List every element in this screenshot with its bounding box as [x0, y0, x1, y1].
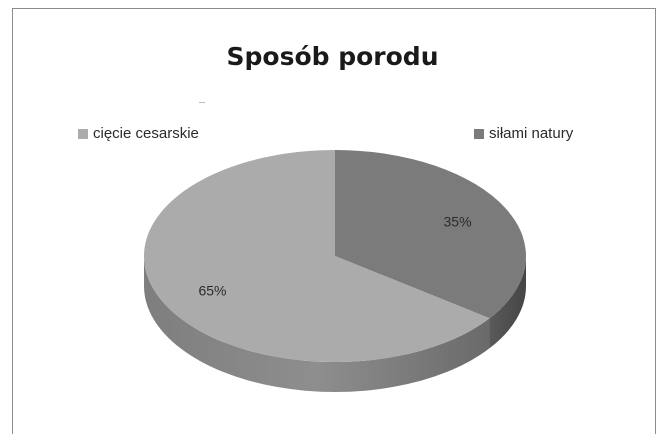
- data-label-natural: 35%: [444, 213, 472, 229]
- pie-slice-cesarean: [143, 150, 490, 363]
- legend-label-natural: siłami natury: [489, 125, 574, 142]
- legend-swatch-cesarean: [78, 128, 88, 139]
- legend-item-natural: siłami natury: [474, 125, 573, 142]
- legend-item-cesarean: cięcie cesarskie: [78, 125, 199, 142]
- pie-side-cesarean: [144, 256, 490, 392]
- legend-swatch-natural: [474, 128, 484, 139]
- decorative-dash: [199, 102, 205, 103]
- pie-slice-natural: [335, 150, 526, 319]
- pie-side-natural: [489, 256, 527, 349]
- legend-label-cesarean: cięcie cesarskie: [93, 125, 199, 142]
- chart-title: Sposób porodu: [226, 42, 439, 71]
- data-label-cesarean: 65%: [198, 283, 226, 299]
